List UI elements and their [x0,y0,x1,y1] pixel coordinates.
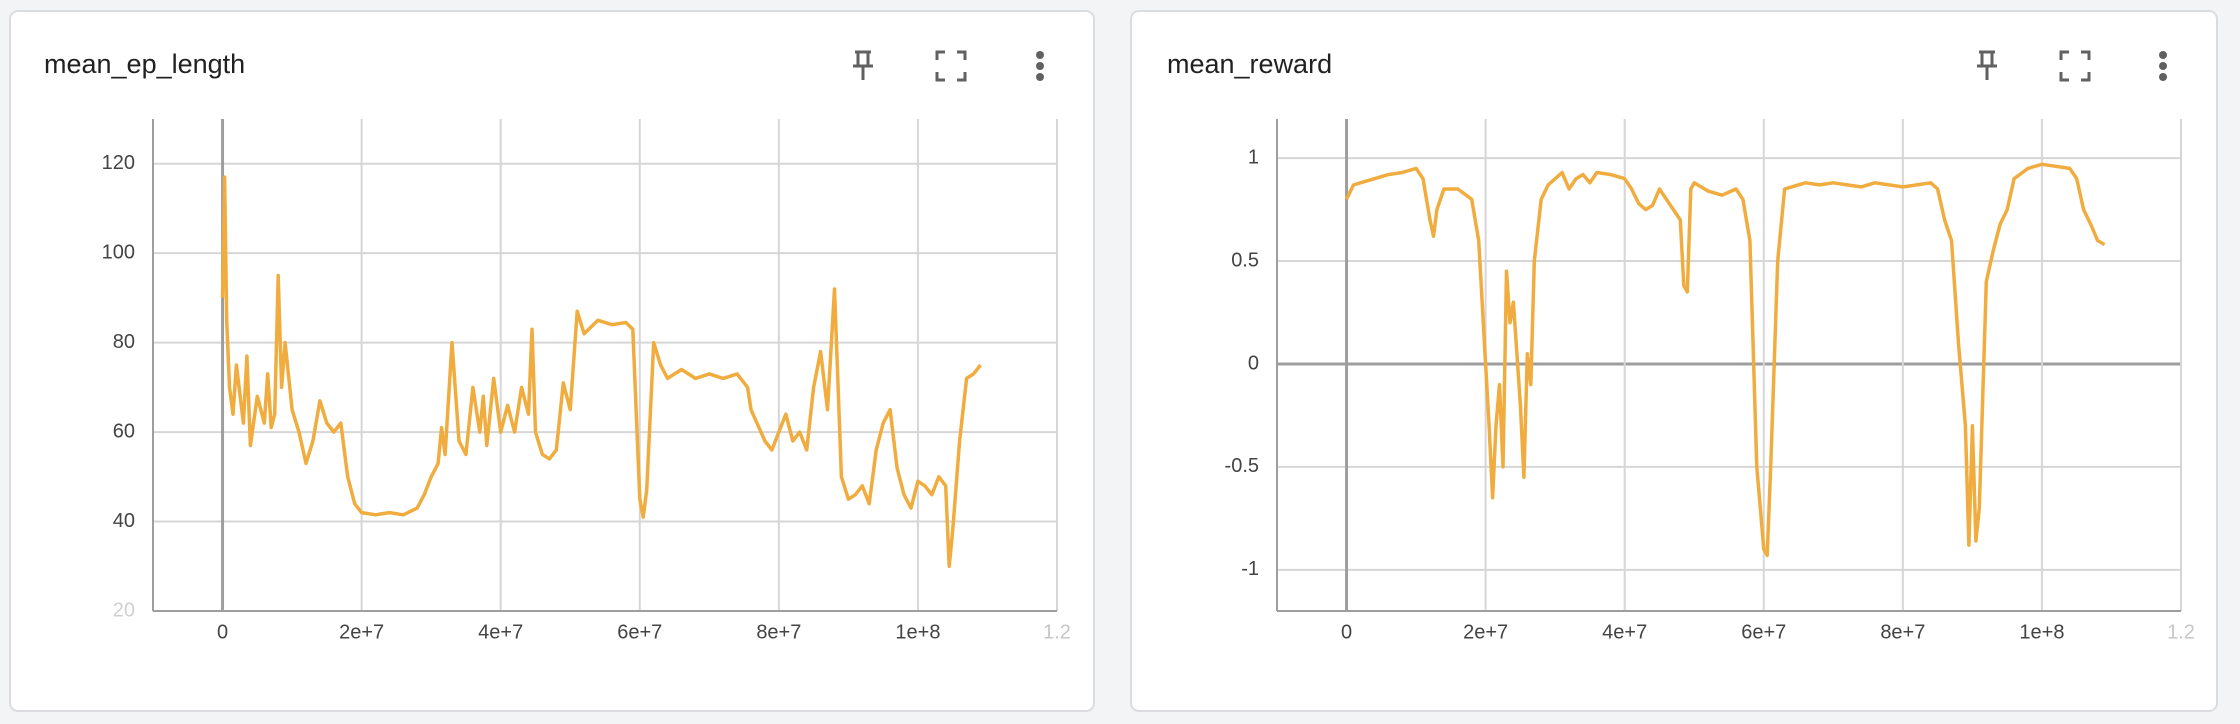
card-title: mean_ep_length [44,49,245,79]
x-tick-label: 6e+7 [1741,621,1786,643]
y-tick-label: 0.5 [1231,249,1259,271]
x-tick-label: 6e+7 [617,621,662,643]
x-tick-label: 1.2 [1043,621,1071,643]
card [1130,10,2218,712]
y-tick-label: 60 [113,420,135,442]
x-tick-label: 0 [217,621,228,643]
pin-button[interactable] [853,50,873,80]
x-tick-label: 8e+7 [1880,621,1925,643]
series-line [220,175,982,569]
fullscreen-button[interactable] [935,50,967,82]
more-button[interactable] [1036,51,1044,81]
x-tick-label: 2e+7 [339,621,384,643]
x-tick-label: 8e+7 [756,621,801,643]
fullscreen-button[interactable] [2059,50,2091,82]
y-tick-label: 120 [102,152,135,174]
y-tick-label: 20 [113,599,135,621]
x-tick-label: 1e+8 [895,621,940,643]
y-tick-label: 100 [102,241,135,263]
x-tick-label: 4e+7 [1602,621,1647,643]
card [9,10,1095,712]
y-tick-label: -1 [1241,558,1259,580]
x-tick-label: 0 [1341,621,1352,643]
y-tick-label: 80 [113,331,135,353]
series-line [1344,162,2106,558]
x-tick-label: 1.2 [2167,621,2195,643]
y-tick-label: 0 [1248,352,1259,374]
x-tick-label: 1e+8 [2019,621,2064,643]
y-tick-label: -0.5 [1225,455,1259,477]
y-tick-label: 40 [113,510,135,532]
x-tick-label: 2e+7 [1463,621,1508,643]
x-tick-label: 4e+7 [478,621,523,643]
more-button[interactable] [2159,51,2167,81]
card-title: mean_reward [1167,49,1332,79]
y-tick-label: 1 [1248,146,1259,168]
pin-button[interactable] [1977,50,1997,80]
